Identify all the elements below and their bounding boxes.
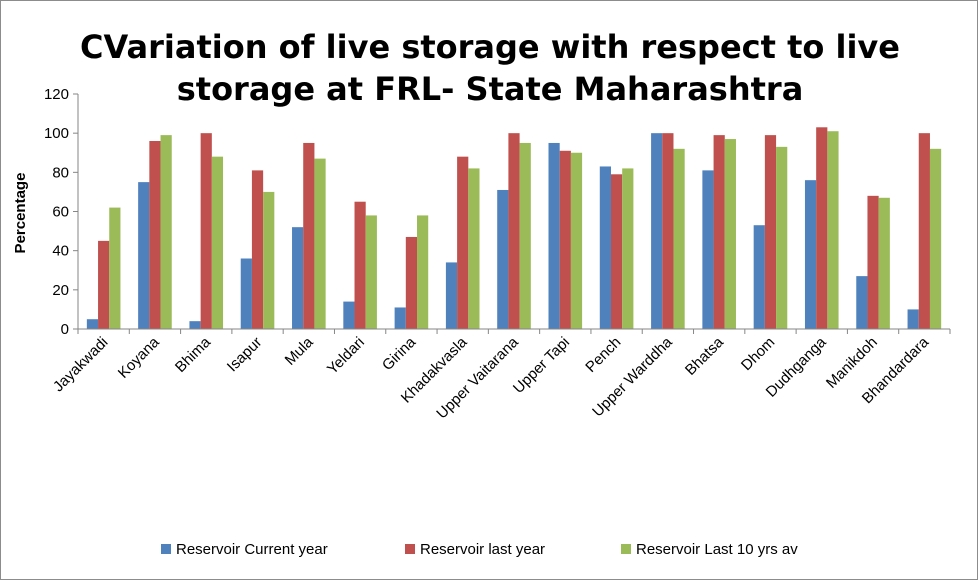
bar-1-pench xyxy=(599,166,611,329)
bar-3-isapur xyxy=(263,191,275,329)
legend-label-2: Reservoir last year xyxy=(420,541,545,558)
bar-3-yeldari xyxy=(365,215,377,329)
legend: Reservoir Current year Reservoir last yea… xyxy=(161,541,798,558)
bar-1-khadakvasla xyxy=(445,262,458,329)
y-tick-label: 20 xyxy=(52,282,69,299)
bar-3-bhima xyxy=(211,156,224,329)
bar-2-dhom xyxy=(764,135,777,329)
x-category-label: Dhom xyxy=(738,334,778,374)
y-axis-ticks: 0 20 40 60 80 100 120 xyxy=(44,86,78,338)
y-tick-label: 100 xyxy=(44,125,69,142)
bar-3-bhatsa xyxy=(724,139,736,329)
bar-2-mula xyxy=(303,142,315,329)
bar-3-khadakvasla xyxy=(468,168,480,329)
legend-label-1: Reservoir Current year xyxy=(176,541,328,558)
bar-1-dudhganga xyxy=(804,180,817,329)
bar-2-yeldari xyxy=(354,201,366,329)
legend-swatch-3 xyxy=(621,544,631,554)
bar-3-koyana xyxy=(160,135,172,329)
bar-3-dhom xyxy=(776,146,788,329)
legend-swatch-2 xyxy=(405,544,415,554)
x-category-label: Mula xyxy=(282,333,317,368)
bar-1-koyana xyxy=(138,182,150,329)
y-axis-label: Percentage xyxy=(12,173,29,254)
bar-2-girina xyxy=(405,236,418,329)
bar-1-girina xyxy=(394,307,406,329)
bar-2-koyana xyxy=(149,141,161,329)
bar-2-isapur xyxy=(251,170,264,329)
bar-1-jayakwadi xyxy=(86,319,99,329)
x-category-label: Yeldari xyxy=(324,334,368,378)
bar-2-bhandardara xyxy=(918,133,930,329)
bar-1-yeldari xyxy=(343,301,355,329)
bar-3-manikdoh xyxy=(878,197,890,329)
bar-2-upper-warddha xyxy=(662,133,674,329)
bar-1-mula xyxy=(292,227,304,329)
y-tick-label: 120 xyxy=(44,86,69,103)
bar-1-upper-tapi xyxy=(548,142,560,329)
y-tick-label: 0 xyxy=(61,321,69,338)
bar-2-bhatsa xyxy=(713,135,725,329)
bar-1-upper-warddha xyxy=(651,133,663,329)
x-axis-labels: Jayakwadi Koyana Bhima Isapur Mula Yeldari Gir… xyxy=(50,329,951,422)
y-tick-label: 60 xyxy=(52,204,69,221)
bar-3-mula xyxy=(314,158,326,329)
bar-3-bhandardara xyxy=(929,148,942,329)
bar-1-dhom xyxy=(753,225,765,329)
bar-1-isapur xyxy=(240,258,252,329)
chart-title-line-2: storage at FRL- State Maharashtra xyxy=(177,70,804,108)
bar-1-manikdoh xyxy=(856,276,868,329)
x-category-label: Jayakwadi xyxy=(50,334,112,396)
x-category-label: Isapur xyxy=(224,334,266,376)
x-category-label: Bhatsa xyxy=(682,333,728,379)
bar-2-bhima xyxy=(200,133,212,329)
bar-3-dudhganga xyxy=(827,131,839,329)
x-category-label: Pench xyxy=(582,334,624,376)
bar-3-jayakwadi xyxy=(109,207,121,329)
bar-2-dudhganga xyxy=(816,127,828,330)
bar-3-girina xyxy=(417,215,429,329)
bar-1-bhandardara xyxy=(907,309,919,329)
bar-2-pench xyxy=(610,174,623,329)
bar-2-jayakwadi xyxy=(98,240,110,329)
bar-1-upper-vaitarana xyxy=(497,189,509,329)
legend-label-3: Reservoir Last 10 yrs av xyxy=(636,541,798,558)
y-tick-label: 80 xyxy=(52,164,69,181)
bar-3-upper-vaitarana xyxy=(519,142,531,329)
bar-1-bhima xyxy=(189,321,201,329)
bar-3-upper-tapi xyxy=(570,152,583,329)
legend-swatch-1 xyxy=(161,544,171,554)
y-tick-label: 40 xyxy=(52,243,69,260)
bar-2-manikdoh xyxy=(867,195,879,329)
bar-3-pench xyxy=(622,168,634,329)
bars xyxy=(86,127,942,330)
bar-3-upper-warddha xyxy=(673,148,685,329)
bar-1-bhatsa xyxy=(702,170,714,329)
x-category-label: Upper Tapi xyxy=(510,334,573,397)
bar-2-upper-tapi xyxy=(559,150,571,329)
x-category-label: Bhima xyxy=(172,333,215,376)
bar-2-khadakvasla xyxy=(457,156,469,329)
x-category-label: Koyana xyxy=(115,333,163,381)
bar-2-upper-vaitarana xyxy=(508,133,520,329)
chart-title-line-1: CVariation of live storage with respect … xyxy=(80,28,900,66)
x-category-label: Girina xyxy=(379,333,420,374)
